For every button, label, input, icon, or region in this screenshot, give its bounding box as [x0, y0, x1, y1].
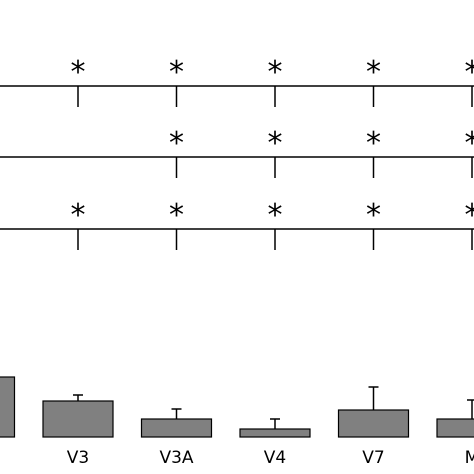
- significance-star: *: [71, 55, 86, 90]
- significance-star: *: [465, 198, 474, 233]
- bar: [436, 418, 474, 438]
- x-tick-label: V3: [67, 448, 89, 468]
- significance-star: *: [366, 126, 381, 161]
- x-tick-label: V7: [362, 448, 384, 468]
- significance-star: *: [268, 198, 283, 233]
- significance-star: *: [169, 126, 184, 161]
- significance-star: *: [465, 126, 474, 161]
- significance-star: *: [71, 198, 86, 233]
- x-tick-label: V4: [264, 448, 286, 468]
- significance-star: *: [268, 55, 283, 90]
- bar: [140, 418, 213, 438]
- significance-star: *: [366, 55, 381, 90]
- significance-star: *: [169, 198, 184, 233]
- bar: [239, 428, 311, 438]
- significance-star: *: [169, 55, 184, 90]
- bar: [337, 409, 410, 438]
- significance-star: *: [268, 126, 283, 161]
- bar: [42, 400, 114, 438]
- x-tick-label: V3A: [159, 448, 193, 468]
- significance-star: *: [366, 198, 381, 233]
- bar: [0, 376, 16, 438]
- x-tick-label: M: [465, 448, 474, 468]
- significance-star: *: [465, 55, 474, 90]
